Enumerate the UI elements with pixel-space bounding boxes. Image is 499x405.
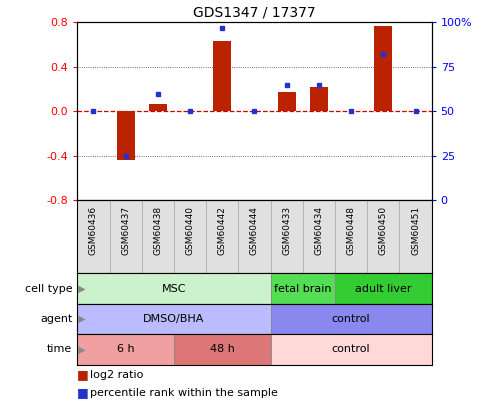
Text: MSC: MSC — [162, 284, 186, 294]
Bar — [374, 26, 392, 111]
Bar — [142, 200, 174, 273]
Text: ▶: ▶ — [75, 344, 85, 354]
Bar — [270, 200, 303, 273]
Bar — [77, 200, 110, 273]
Bar — [206, 200, 239, 273]
Text: 6 h: 6 h — [117, 344, 134, 354]
Bar — [239, 200, 270, 273]
Bar — [174, 334, 270, 364]
Bar — [303, 200, 335, 273]
Text: GSM60437: GSM60437 — [121, 206, 130, 256]
Bar — [270, 304, 432, 334]
Text: 48 h: 48 h — [210, 344, 235, 354]
Text: log2 ratio: log2 ratio — [90, 370, 143, 379]
Text: GSM60451: GSM60451 — [411, 206, 420, 256]
Bar — [367, 200, 399, 273]
Text: ■: ■ — [77, 368, 93, 381]
Text: adult liver: adult liver — [355, 284, 412, 294]
Bar — [335, 200, 367, 273]
Text: control: control — [332, 344, 370, 354]
Text: GSM60440: GSM60440 — [186, 206, 195, 255]
Bar — [77, 334, 174, 364]
Bar — [77, 273, 270, 304]
Text: GSM60448: GSM60448 — [347, 206, 356, 255]
Text: ■: ■ — [77, 386, 93, 399]
Text: GSM60434: GSM60434 — [314, 206, 323, 255]
Text: agent: agent — [40, 314, 72, 324]
Bar — [270, 334, 432, 364]
Bar — [77, 304, 270, 334]
Text: DMSO/BHA: DMSO/BHA — [143, 314, 205, 324]
Text: fetal brain: fetal brain — [274, 284, 331, 294]
Text: percentile rank within the sample: percentile rank within the sample — [90, 388, 278, 398]
Text: ▶: ▶ — [75, 284, 85, 294]
Bar — [110, 200, 142, 273]
Bar — [335, 273, 432, 304]
Text: GSM60438: GSM60438 — [153, 206, 162, 256]
Bar — [117, 111, 135, 160]
Bar — [310, 87, 328, 111]
Bar — [399, 200, 432, 273]
Bar — [214, 41, 231, 111]
Text: ▶: ▶ — [75, 314, 85, 324]
Bar — [270, 273, 335, 304]
Bar — [174, 200, 206, 273]
Text: time: time — [47, 344, 72, 354]
Text: GSM60433: GSM60433 — [282, 206, 291, 256]
Text: GSM60444: GSM60444 — [250, 206, 259, 255]
Text: cell type: cell type — [25, 284, 72, 294]
Title: GDS1347 / 17377: GDS1347 / 17377 — [193, 6, 316, 20]
Text: GSM60436: GSM60436 — [89, 206, 98, 256]
Bar — [278, 92, 295, 111]
Text: control: control — [332, 314, 370, 324]
Text: GSM60450: GSM60450 — [379, 206, 388, 256]
Bar — [149, 104, 167, 111]
Text: GSM60442: GSM60442 — [218, 206, 227, 255]
